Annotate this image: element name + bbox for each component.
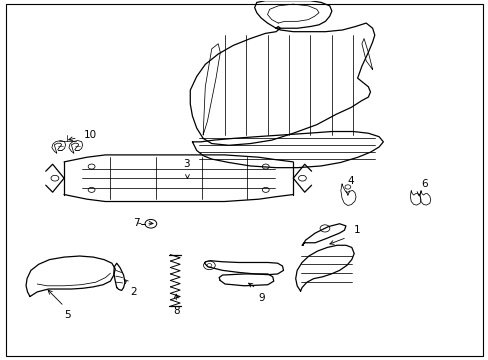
Text: 2: 2 (130, 287, 136, 297)
Text: 9: 9 (258, 293, 264, 303)
Text: 1: 1 (353, 225, 359, 234)
Text: 5: 5 (64, 310, 71, 320)
Text: 3: 3 (183, 159, 189, 169)
Text: 7: 7 (133, 218, 140, 228)
Text: 8: 8 (173, 306, 179, 316)
Text: 4: 4 (347, 176, 353, 186)
Text: 10: 10 (83, 130, 97, 140)
Text: 6: 6 (421, 179, 427, 189)
